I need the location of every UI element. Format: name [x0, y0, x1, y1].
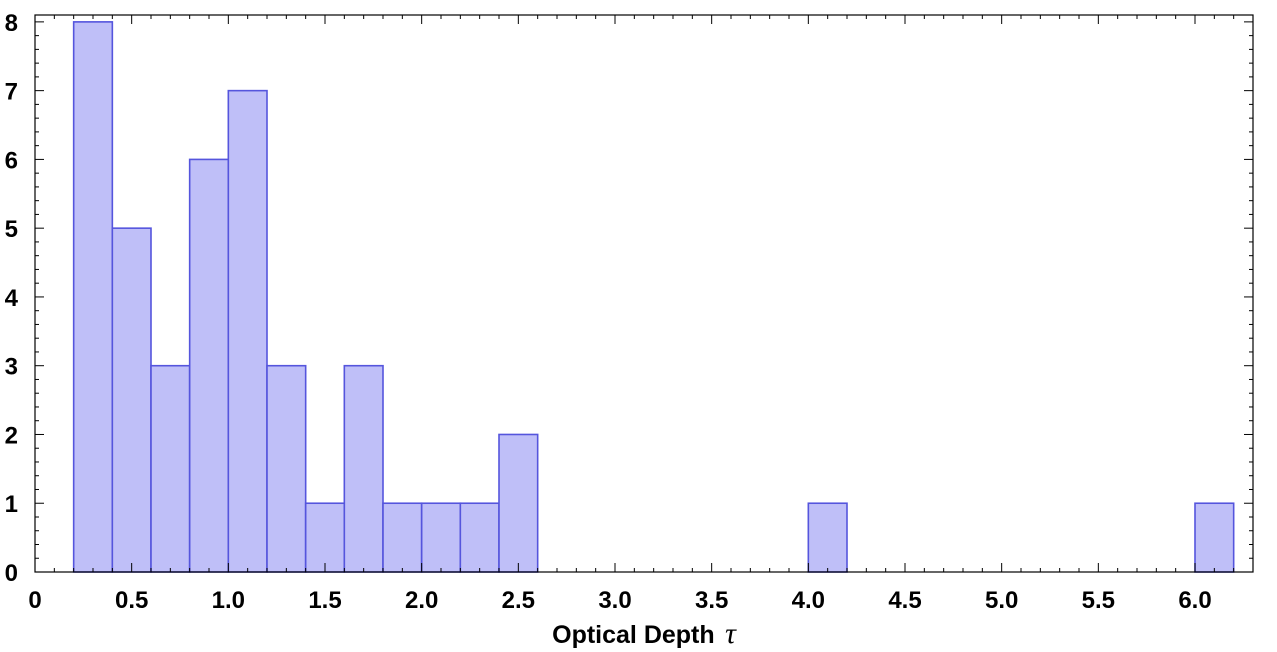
histogram-bar-6 [304, 502, 346, 573]
ticks-layer [34, 15, 1254, 573]
x-tick-label: 0 [28, 587, 41, 614]
histogram-bar-12 [807, 502, 848, 573]
x-tick-label: 6.0 [1178, 587, 1211, 614]
labels-layer: 0 0.5 1.0 1.5 2.0 2.5 3.0 3.5 4.0 4.5 5.0 5.5 6.0 0 1 2… [5, 10, 1212, 614]
histogram-bar-13 [1194, 502, 1235, 573]
x-tick-label: 2.0 [405, 587, 438, 614]
y-tick-label: 7 [5, 79, 18, 106]
y-tick-label: 1 [5, 491, 18, 518]
histogram-bar-7 [343, 364, 384, 573]
histogram-bar-5 [266, 364, 307, 573]
x-tick-label: 5.5 [1082, 587, 1115, 614]
x-tick-label: 2.5 [502, 587, 535, 614]
x-axis-title-symbol: τ [725, 617, 737, 650]
x-tick-label: 3.5 [695, 587, 728, 614]
y-tick-label: 2 [5, 422, 18, 449]
histogram-bar-2 [150, 364, 191, 573]
x-tick-label: 3.0 [598, 587, 631, 614]
y-tick-label: 6 [5, 147, 18, 174]
histogram-bar-1 [111, 227, 152, 573]
x-axis-title-text: Optical Depth [552, 621, 715, 649]
histogram-bar-3 [188, 158, 230, 573]
histogram-bar-10 [459, 502, 500, 573]
histogram-bar-4 [227, 89, 268, 573]
histogram-bar-11 [498, 433, 539, 573]
histogram-bar-8 [382, 502, 423, 573]
plot-frame [34, 14, 1254, 573]
x-tick-label: 1.5 [308, 587, 341, 614]
x-tick-label: 4.0 [792, 587, 825, 614]
y-tick-label: 0 [5, 560, 18, 587]
bars-layer [72, 21, 1235, 573]
y-tick-label: 8 [5, 10, 18, 37]
histogram-bar-9 [420, 502, 462, 573]
x-tick-label: 1.0 [212, 587, 245, 614]
y-tick-label: 4 [5, 285, 19, 312]
x-tick-label: 5.0 [985, 587, 1018, 614]
x-tick-label: 0.5 [115, 587, 148, 614]
y-tick-label: 3 [5, 354, 18, 381]
histogram-bar-0 [72, 21, 114, 573]
x-tick-label: 4.5 [888, 587, 921, 614]
x-axis-title: Optical Depth τ [552, 617, 737, 650]
y-tick-label: 5 [5, 216, 18, 243]
